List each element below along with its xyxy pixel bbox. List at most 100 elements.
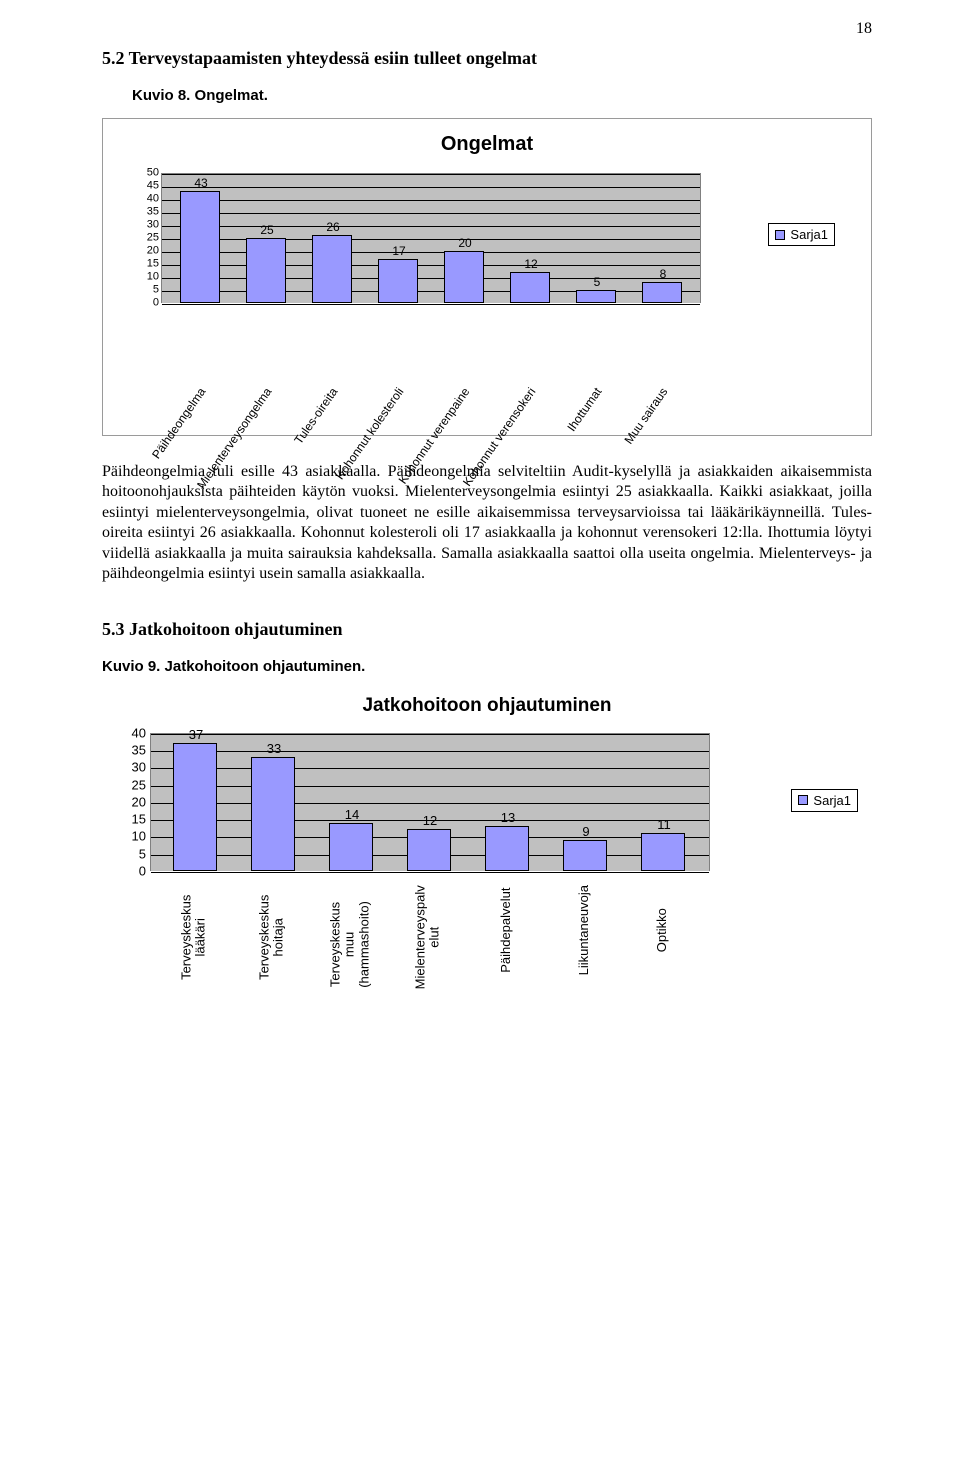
legend-swatch xyxy=(798,795,808,805)
xtick-label: Tules-oireita xyxy=(291,385,340,447)
bar: 14 xyxy=(329,823,373,871)
bar-value-label: 5 xyxy=(577,275,617,289)
gridline xyxy=(162,187,700,188)
ytick-label: 50 xyxy=(147,168,159,179)
gridline xyxy=(162,200,700,201)
bar: 33 xyxy=(251,757,295,871)
ytick-label: 40 xyxy=(132,725,146,740)
gridline xyxy=(162,265,700,266)
bar-value-label: 14 xyxy=(330,807,374,822)
ytick-label: 25 xyxy=(147,233,159,244)
xtick-label: Terveyskeskus muu (hammashoito) xyxy=(329,889,372,999)
legend-label: Sarja1 xyxy=(790,227,828,242)
bar: 9 xyxy=(563,840,607,871)
chart-1-xaxis: PäihdeongelmaMielenterveysongelmaTules-o… xyxy=(161,307,701,417)
bar: 11 xyxy=(641,833,685,871)
ytick-label: 30 xyxy=(132,760,146,775)
ytick-label: 15 xyxy=(147,259,159,270)
figure-caption-2: Kuvio 9. Jatkohoitoon ohjautuminen. xyxy=(102,658,872,675)
ytick-label: 10 xyxy=(132,829,146,844)
page: 18 5.2 Terveystapaamisten yhteydessä esi… xyxy=(0,0,960,1029)
caption-prefix: Kuvio 9. xyxy=(102,658,160,675)
gridline xyxy=(151,786,709,787)
chart-1-yaxis: 05101520253035404550 xyxy=(137,173,159,303)
caption-prefix: Kuvio 8. xyxy=(132,87,190,104)
bar: 12 xyxy=(407,829,451,870)
legend-label: Sarja1 xyxy=(813,793,851,808)
gridline xyxy=(162,278,700,279)
xtick-label: Mielenterveyspalv elut xyxy=(414,882,443,992)
bar-value-label: 13 xyxy=(486,810,530,825)
chart-2: Jatkohoitoon ohjautuminen 05101520253035… xyxy=(102,689,872,989)
gridline xyxy=(162,174,700,175)
bar: 12 xyxy=(510,272,550,303)
bar-value-label: 8 xyxy=(643,267,683,281)
ytick-label: 35 xyxy=(147,207,159,218)
bar: 13 xyxy=(485,826,529,871)
bar-value-label: 43 xyxy=(181,176,221,190)
bar-value-label: 26 xyxy=(313,220,353,234)
gridline xyxy=(151,751,709,752)
legend-swatch xyxy=(775,230,785,240)
ytick-label: 0 xyxy=(139,863,146,878)
chart-1-title: Ongelmat xyxy=(103,119,871,156)
bar: 37 xyxy=(173,743,217,871)
ytick-label: 20 xyxy=(147,246,159,257)
ytick-label: 10 xyxy=(147,272,159,283)
bar-value-label: 9 xyxy=(564,824,608,839)
section-heading-1: 5.2 Terveystapaamisten yhteydessä esiin … xyxy=(102,48,872,69)
xtick-label: Muu sairaus xyxy=(622,385,671,447)
gridline xyxy=(162,252,700,253)
bar: 43 xyxy=(180,191,220,303)
ytick-label: 15 xyxy=(132,812,146,827)
body-paragraph: Päihdeongelmia tuli esille 43 asiakkaall… xyxy=(102,462,872,585)
figure-caption-1: Kuvio 8. Ongelmat. xyxy=(132,87,872,104)
bar: 5 xyxy=(576,290,616,303)
ytick-label: 40 xyxy=(147,194,159,205)
chart-1-plot: 43 25 26 17 20 12 5 8 xyxy=(161,173,701,303)
chart-2-title: Jatkohoitoon ohjautuminen xyxy=(102,689,872,717)
bar: 26 xyxy=(312,235,352,303)
bar-value-label: 25 xyxy=(247,223,287,237)
gridline xyxy=(151,734,709,735)
bar-value-label: 12 xyxy=(511,257,551,271)
bar-value-label: 33 xyxy=(252,741,296,756)
bar: 8 xyxy=(642,282,682,303)
section-heading-2: 5.3 Jatkohoitoon ohjautuminen xyxy=(102,619,872,640)
bar: 25 xyxy=(246,238,286,303)
bar: 20 xyxy=(444,251,484,303)
gridline xyxy=(151,803,709,804)
xtick-label: Optikko xyxy=(655,875,669,985)
chart-2-xaxis: Terveyskeskus lääkäriTerveyskeskus hoita… xyxy=(150,873,710,983)
bar-value-label: 11 xyxy=(642,817,686,832)
chart-1: Ongelmat 0 5 10 15 20 25 30 35 40 45 50 43 25 26 17 20… xyxy=(102,118,872,436)
xtick-label: Päihdepalvelut xyxy=(499,875,513,985)
xtick-label: Liikuntaneuvoja xyxy=(577,875,591,985)
ytick-label: 0 xyxy=(153,298,159,309)
ytick-label: 25 xyxy=(132,777,146,792)
page-number: 18 xyxy=(856,20,872,38)
bar-value-label: 12 xyxy=(408,813,452,828)
ytick-label: 30 xyxy=(147,220,159,231)
caption-rest: Ongelmat. xyxy=(190,87,268,104)
xtick-label: Terveyskeskus lääkäri xyxy=(180,882,209,992)
gridline xyxy=(162,226,700,227)
chart-2-legend: Sarja1 xyxy=(791,789,858,812)
chart-2-yaxis: 0510152025303540 xyxy=(118,733,146,871)
gridline xyxy=(162,291,700,292)
ytick-label: 45 xyxy=(147,181,159,192)
ytick-label: 35 xyxy=(132,743,146,758)
bar-value-label: 37 xyxy=(174,727,218,742)
bar: 17 xyxy=(378,259,418,303)
gridline xyxy=(162,239,700,240)
xtick-label: Ihottumat xyxy=(564,385,604,434)
bar-value-label: 20 xyxy=(445,236,485,250)
xtick-label: Terveyskeskus hoitaja xyxy=(258,882,287,992)
gridline xyxy=(162,304,700,305)
chart-1-legend: Sarja1 xyxy=(768,223,835,246)
ytick-label: 5 xyxy=(153,285,159,296)
gridline xyxy=(162,213,700,214)
ytick-label: 20 xyxy=(132,794,146,809)
chart-2-plot: 37 33 14 12 13 9 11 xyxy=(150,733,710,871)
bar-value-label: 17 xyxy=(379,244,419,258)
